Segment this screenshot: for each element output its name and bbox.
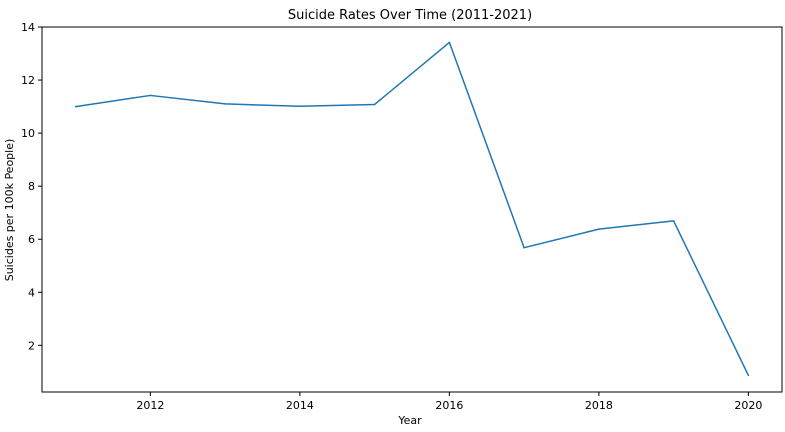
x-tick-label: 2014 <box>286 399 314 412</box>
y-tick-label: 6 <box>28 233 35 246</box>
data-point <box>448 41 451 44</box>
data-point <box>74 105 77 108</box>
y-axis-label: Suicides per 100k People) <box>3 139 16 282</box>
x-tick-label: 2012 <box>136 399 164 412</box>
x-tick-label: 2018 <box>585 399 613 412</box>
y-tick-label: 4 <box>28 286 35 299</box>
data-point <box>149 94 152 97</box>
y-tick-label: 8 <box>28 180 35 193</box>
data-point <box>523 246 525 249</box>
y-axis: 2 4 6 8 10 12 14 <box>21 21 42 352</box>
series-line <box>75 41 750 376</box>
x-axis: 2012 2014 2016 2018 2020 <box>136 392 762 412</box>
x-tick-label: 2016 <box>435 399 463 412</box>
data-point <box>598 228 600 230</box>
data-point <box>224 103 226 105</box>
x-tick-label: 2020 <box>734 399 762 412</box>
y-tick-label: 10 <box>21 127 35 140</box>
data-point <box>299 105 301 108</box>
axes-frame <box>41 26 783 393</box>
data-point <box>373 103 376 106</box>
y-tick-label: 2 <box>28 339 35 352</box>
y-tick-label: 12 <box>21 74 35 87</box>
plot-area <box>74 41 750 377</box>
x-axis-label: Year <box>397 414 422 427</box>
y-tick-label: 14 <box>21 21 35 34</box>
chart-title: Suicide Rates Over Time (2011-2021) <box>288 8 532 23</box>
data-point <box>672 220 675 222</box>
data-point <box>747 374 750 377</box>
